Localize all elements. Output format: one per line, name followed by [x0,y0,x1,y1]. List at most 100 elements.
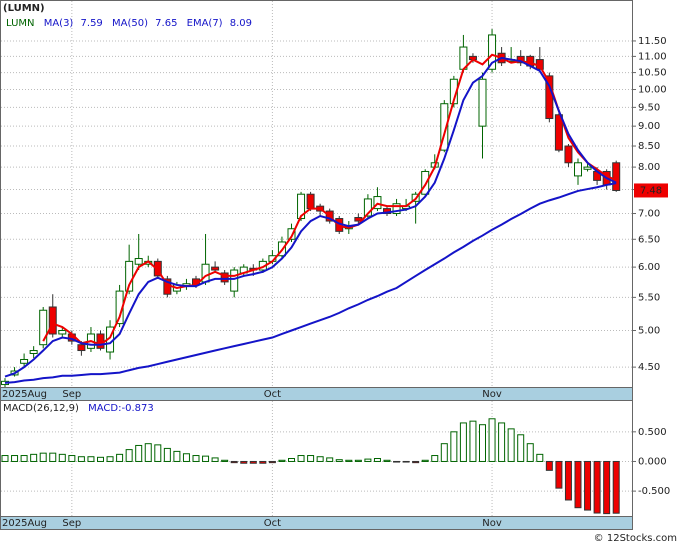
macd-bar [221,459,229,462]
x-tick-label: 2025Aug [2,389,47,400]
macd-bar [135,444,143,462]
candle-body [29,350,38,354]
y-tick-label: 11.50 [638,36,667,47]
candle-body [48,306,57,335]
macd-bar [230,460,238,464]
x-tick-label: Sep [62,518,81,529]
macd-bar [211,457,219,462]
chart-title: (LUMN) [3,3,45,14]
macd-bar [144,443,152,462]
candle-body [287,228,296,240]
macd-bar [335,459,343,462]
macd-bar [555,460,563,489]
macd-bar [507,428,515,462]
macd-legend: MACD(26,12,9) MACD:-0.873 [3,403,154,414]
macd-bar [163,447,171,462]
macd-bar [574,460,582,509]
macd-bar [316,456,324,462]
macd-bar [393,460,401,463]
macd-bar [125,449,133,462]
x-tick-label: 2025Aug [2,518,47,529]
candle-body [583,166,592,170]
macd-bar [259,460,267,464]
y-tick-label: 8.50 [638,141,660,152]
legend-name: MA(3) [44,18,74,29]
macd-bar [412,460,420,464]
macd-bar [517,434,525,462]
candle-body [306,193,315,210]
last-price-badge [634,183,668,198]
macd-bar [603,460,611,515]
legend-value: 7.59 [81,18,103,29]
legend-value: 8.09 [230,18,252,29]
line-series [4,182,617,384]
price-panel [0,0,633,388]
macd-bar [97,456,104,462]
macd-bar [421,459,429,462]
candle-body [96,333,105,349]
macd-bar [593,460,601,514]
candle-body [574,162,582,177]
footer: © 12Stocks.com [594,533,677,544]
macd-bar [479,424,486,462]
macd-bar [116,453,124,462]
y-tick-label: 5.50 [638,292,660,303]
macd-bar [373,458,381,462]
y-tick-label: 4.50 [638,362,660,373]
date-strip [0,387,633,401]
macd-bar [68,455,76,462]
macd-bar [173,450,181,462]
legend: LUMN MA(3) 7.59 MA(50) 7.65 EMA(7) 8.09 [6,18,252,29]
y-tick-label: 11.00 [638,51,667,62]
macd-bar [584,460,592,511]
macd-bar [39,452,47,462]
legend-symbol: LUMN [6,18,35,29]
macd-bar [11,455,19,462]
candle-body [230,269,239,292]
macd-bar [488,418,496,462]
y-tick-label: 6.00 [638,262,660,273]
macd-bar [87,456,95,462]
macd-bar [106,456,114,462]
candle-body [554,114,563,151]
y-tick-label: 10.00 [638,85,667,96]
macd-bar [459,422,467,462]
legend-name: EMA(7) [187,18,223,29]
y-tick-label: 0.000 [638,456,667,467]
macd-label: MACD: [88,403,121,414]
macd-bar [498,422,506,462]
x-tick-label: Oct [264,518,281,529]
macd-title: MACD(26,12,9) [3,403,79,414]
macd-bar [354,459,362,462]
macd-bar [202,455,210,462]
macd-bar [77,456,85,462]
macd-bar [440,443,448,462]
y-tick-label: -0.500 [638,486,670,497]
macd-bar [297,455,305,462]
x-tick-label: Oct [264,389,281,400]
line-series [4,56,617,378]
macd-bar [1,455,9,462]
x-tick-label: Nov [482,389,502,400]
last-price: 7.48 [640,185,662,196]
macd-bar [545,460,553,471]
macd-bar [450,431,458,462]
macd-bar [182,453,190,462]
candle-body [488,34,497,70]
y-tick-label: 9.50 [638,102,660,113]
y-tick-label: 10.50 [638,68,667,79]
macd-bar [383,459,391,462]
macd-bar [278,459,286,462]
y-tick-label: 9.00 [638,121,660,132]
candle-body [297,193,306,220]
x-tick-label: Sep [62,389,81,400]
macd-bar [20,455,28,462]
macd-value: -0.873 [122,403,154,414]
marks: 4.505.005.506.006.507.007.508.008.509.00… [1,1,670,529]
candle-body [134,258,143,265]
candle-body [373,196,382,210]
legend-value: 7.65 [155,18,177,29]
candle-body [440,103,449,151]
y-tick-label: 6.50 [638,234,660,245]
